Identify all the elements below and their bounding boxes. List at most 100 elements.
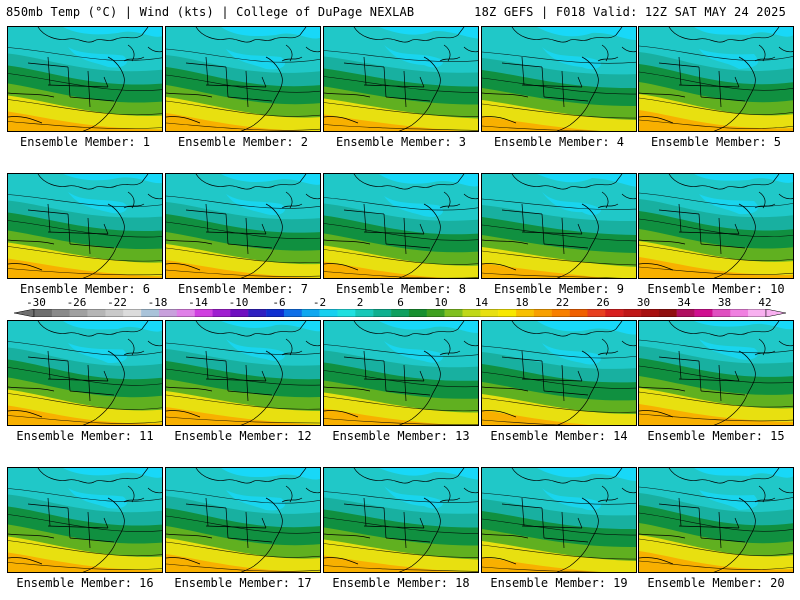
- ensemble-member-label: Ensemble Member: 5: [650, 135, 782, 149]
- ensemble-member-map: [323, 467, 479, 573]
- colorbar-segment: [51, 309, 70, 317]
- colorbar-tick-label: 6: [397, 296, 404, 309]
- colorbar-segment: [319, 309, 338, 317]
- colorbar-tick-label: -30: [26, 296, 46, 309]
- colorbar-tick-label: 10: [434, 296, 448, 309]
- colorbar-segment: [658, 309, 677, 317]
- ensemble-member-label: Ensemble Member: 9: [493, 282, 625, 296]
- colorbar-segment: [426, 309, 445, 317]
- ensemble-member-map: [165, 173, 321, 279]
- ensemble-member-label: Ensemble Member: 10: [647, 282, 785, 296]
- colorbar-segment: [266, 309, 285, 317]
- colorbar-segment: [176, 309, 195, 317]
- colorbar-tick-label: 26: [596, 296, 610, 309]
- colorbar-tick-label: 2: [356, 296, 364, 309]
- colorbar-segment: [569, 309, 588, 317]
- ensemble-member-label: Ensemble Member: 6: [19, 282, 151, 296]
- colorbar-tick-label: 38: [717, 296, 732, 309]
- colorbar-segment: [498, 309, 517, 317]
- colorbar-segment: [623, 309, 642, 317]
- colorbar-tick-labels: -30 -26 -22 -18 -14 -10 -6 -2 2 6 10 14 18 22 26 30 34 38…: [0, 296, 800, 309]
- colorbar-segment: [641, 309, 660, 317]
- ensemble-member-map: [638, 26, 794, 132]
- ensemble-member-label: Ensemble Member: 15: [647, 429, 785, 443]
- colorbar-segment: [283, 309, 303, 317]
- colorbar-max-arrow: [765, 309, 786, 317]
- ensemble-member-map: [7, 467, 163, 573]
- ensemble-member-map: [481, 320, 637, 426]
- ensemble-member-map: [7, 320, 163, 426]
- ensemble-member-label: Ensemble Member: 2: [177, 135, 309, 149]
- ensemble-member-label: Ensemble Member: 16: [16, 576, 154, 590]
- colorbar-tick-label: -18: [147, 296, 168, 309]
- colorbar-segment: [676, 309, 695, 317]
- ensemble-member-label: Ensemble Member: 4: [493, 135, 625, 149]
- ensemble-member-label: Ensemble Member: 13: [332, 429, 470, 443]
- ensemble-member-label: Ensemble Member: 19: [490, 576, 628, 590]
- colorbar-segment: [748, 309, 767, 317]
- colorbar-segment: [516, 309, 535, 317]
- colorbar-tick-label: -6: [272, 296, 286, 309]
- colorbar-segment: [462, 309, 481, 317]
- ensemble-member-label: Ensemble Member: 20: [647, 576, 785, 590]
- ensemble-member-map: [323, 26, 479, 132]
- colorbar-segment: [551, 309, 570, 317]
- ensemble-member-label: Ensemble Member: 14: [490, 429, 628, 443]
- colorbar-segment: [730, 309, 749, 317]
- colorbar-segment: [373, 309, 392, 317]
- colorbar-tick-label: 18: [515, 296, 529, 309]
- colorbar-segment: [337, 309, 356, 317]
- temperature-colorbar: [14, 309, 786, 317]
- colorbar-tick-label: -14: [188, 296, 208, 309]
- colorbar-segment: [212, 309, 231, 317]
- valid-time-label: 18Z GEFS | F018 Valid: 12Z SAT MAY 24 20…: [474, 5, 786, 19]
- colorbar-segment: [480, 309, 499, 317]
- chart-title: 850mb Temp (°C) | Wind (kts) | College o…: [6, 5, 415, 19]
- ensemble-member-map: [638, 467, 794, 573]
- ensemble-member-map: [7, 26, 163, 132]
- colorbar-segment: [158, 309, 178, 317]
- colorbar-tick-label: -22: [107, 296, 127, 309]
- ensemble-member-map: [165, 320, 321, 426]
- ensemble-member-map: [638, 320, 794, 426]
- ensemble-member-label: Ensemble Member: 17: [174, 576, 312, 590]
- colorbar-tick-label: -2: [312, 296, 327, 309]
- colorbar-segment: [34, 309, 53, 317]
- colorbar-tick-label: 42: [758, 296, 772, 309]
- ensemble-member-map: [7, 173, 163, 279]
- colorbar-tick-label: 30: [636, 296, 651, 309]
- colorbar-segment: [712, 309, 731, 317]
- colorbar-segment: [605, 309, 624, 317]
- colorbar-segment: [69, 309, 88, 317]
- ensemble-member-map: [481, 467, 637, 573]
- colorbar-segment: [391, 309, 410, 317]
- ensemble-member-label: Ensemble Member: 12: [174, 429, 312, 443]
- ensemble-member-label: Ensemble Member: 7: [177, 282, 309, 296]
- colorbar-segment: [248, 309, 267, 317]
- colorbar-segment: [123, 309, 142, 317]
- ensemble-member-map: [323, 320, 479, 426]
- colorbar-tick-label: 14: [474, 296, 489, 309]
- colorbar-segment: [533, 309, 552, 317]
- colorbar-segment: [444, 309, 463, 317]
- colorbar-segment: [141, 309, 160, 317]
- colorbar-segment: [105, 309, 124, 317]
- ensemble-member-label: Ensemble Member: 1: [19, 135, 151, 149]
- colorbar-tick-label: -26: [66, 296, 87, 309]
- ensemble-member-label: Ensemble Member: 18: [332, 576, 470, 590]
- colorbar-segment: [301, 309, 320, 317]
- colorbar-tick-label: 34: [677, 296, 691, 309]
- ensemble-member-map: [638, 173, 794, 279]
- colorbar-segment: [587, 309, 606, 317]
- ensemble-member-label: Ensemble Member: 11: [16, 429, 154, 443]
- colorbar-tick-label: -10: [228, 296, 249, 309]
- ensemble-member-map: [323, 173, 479, 279]
- colorbar-segment: [408, 309, 427, 317]
- colorbar-segment: [355, 309, 374, 317]
- ensemble-member-map: [165, 26, 321, 132]
- colorbar-min-arrow: [14, 309, 35, 317]
- ensemble-member-label: Ensemble Member: 3: [335, 135, 467, 149]
- ensemble-member-map: [481, 26, 637, 132]
- ensemble-member-label: Ensemble Member: 8: [335, 282, 467, 296]
- colorbar-segment: [87, 309, 106, 317]
